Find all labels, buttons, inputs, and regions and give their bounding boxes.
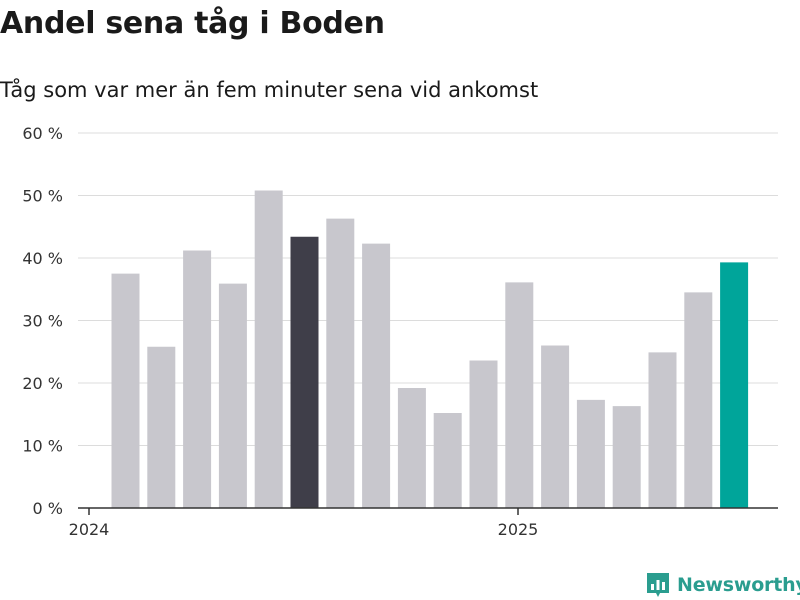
y-tick-label: 10 % xyxy=(22,437,63,456)
y-tick-label: 50 % xyxy=(22,187,63,206)
bar xyxy=(505,282,534,508)
y-tick-label: 30 % xyxy=(22,312,63,331)
newsworthy-logo-icon xyxy=(647,573,669,597)
bar xyxy=(433,413,462,508)
chart-title: Andel sena tåg i Boden xyxy=(0,6,385,41)
x-tick-label: 2024 xyxy=(69,520,110,539)
bar xyxy=(720,262,749,508)
bar xyxy=(183,250,212,508)
bar xyxy=(290,236,319,508)
bar xyxy=(612,406,641,508)
chart-subtitle: Tåg som var mer än fem minuter sena vid … xyxy=(0,78,539,102)
y-tick-label: 20 % xyxy=(22,374,63,393)
bar xyxy=(147,346,176,508)
bar xyxy=(111,273,140,508)
bar xyxy=(254,190,283,508)
y-tick-label: 0 % xyxy=(33,499,63,518)
bar xyxy=(541,345,570,508)
bar xyxy=(576,399,605,508)
y-tick-label: 40 % xyxy=(22,249,63,268)
bar xyxy=(397,388,426,508)
bar xyxy=(218,283,247,508)
bar xyxy=(684,292,713,508)
bar-chart: 0 % 10 % 20 % 30 % 40 % 50 % 60 % 2024 2025 xyxy=(22,124,778,539)
x-tick-label: 2025 xyxy=(498,520,539,539)
bar xyxy=(362,243,391,508)
newsworthy-logo-text: Newsworthy xyxy=(677,574,800,596)
bar xyxy=(648,352,677,508)
newsworthy-logo: Newsworthy xyxy=(645,570,800,600)
bar xyxy=(326,218,355,508)
bar xyxy=(469,360,498,508)
y-tick-label: 60 % xyxy=(22,124,63,143)
